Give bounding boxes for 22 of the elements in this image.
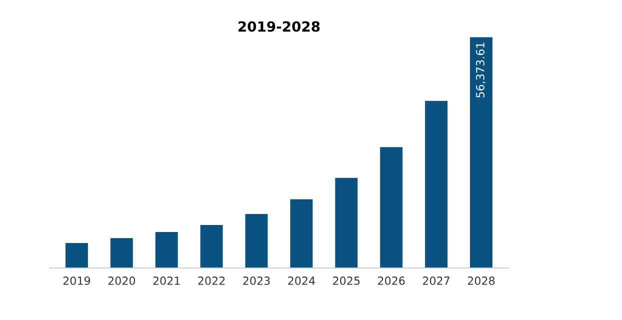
x-tick-label: 2021 xyxy=(153,276,180,285)
x-tick-label: 2022 xyxy=(198,276,225,285)
bar xyxy=(290,199,313,268)
bar xyxy=(200,224,223,268)
x-tick-label: 2026 xyxy=(378,276,405,285)
bar xyxy=(110,238,133,268)
chart-title: 2019-2028 xyxy=(238,21,320,32)
x-tick-label: 2025 xyxy=(333,276,360,285)
bar xyxy=(470,37,492,268)
bar xyxy=(380,147,403,268)
bar xyxy=(335,178,358,268)
x-tick-label: 2024 xyxy=(288,276,315,285)
bar xyxy=(65,243,88,268)
data-label: 56,373.61 xyxy=(476,42,486,98)
bar xyxy=(245,214,268,268)
x-tick-label: 2023 xyxy=(243,276,270,285)
x-tick-label: 2020 xyxy=(108,276,136,285)
bar xyxy=(425,100,448,268)
x-tick-label: 2028 xyxy=(468,276,495,285)
x-tick-label: 2027 xyxy=(422,276,450,285)
bar xyxy=(155,232,178,268)
x-tick-label: 2019 xyxy=(63,276,90,285)
